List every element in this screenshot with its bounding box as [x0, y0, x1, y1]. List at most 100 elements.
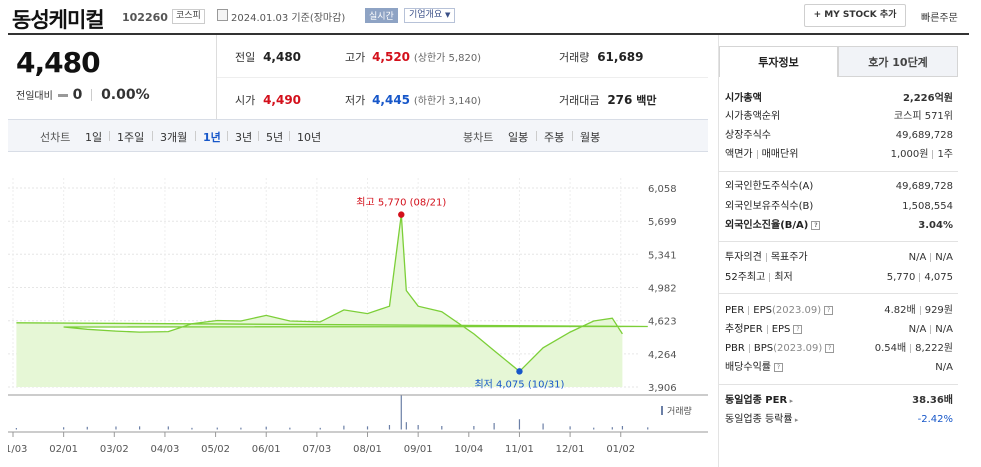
open-price: 시가 4,490	[235, 92, 301, 108]
stock-code: 102260	[122, 11, 168, 24]
volume-label: 거래량	[559, 51, 590, 64]
foreign-ratio-row: 외국인소진율(B/A)? 3.04%	[725, 220, 953, 231]
help-icon[interactable]: ?	[774, 362, 783, 372]
help-icon[interactable]: ?	[811, 220, 821, 230]
high-marker	[398, 211, 405, 218]
x-tick-label: 04/03	[151, 444, 180, 455]
low-label: 저가	[345, 94, 366, 107]
help-icon[interactable]: ?	[825, 343, 835, 353]
x-tick-label: 01/03	[8, 444, 27, 455]
volume-legend: 거래량	[667, 405, 692, 417]
tab-invest-info[interactable]: 투자정보	[719, 46, 838, 77]
quick-order-button[interactable]: 빠른주문	[921, 13, 958, 24]
period-3y[interactable]: 3년	[235, 131, 253, 144]
volume-bar	[493, 423, 495, 430]
volume-bar	[621, 426, 624, 430]
volume-bar	[593, 427, 595, 430]
foreign-limit-row: 외국인한도주식수(A) 49,689,728	[725, 181, 953, 192]
period-5y[interactable]: 5년	[266, 131, 284, 144]
volume-bar	[542, 423, 544, 430]
foreign-hold-row: 외국인보유주식수(B) 1,508,554	[725, 201, 953, 212]
high-label: 고가	[345, 51, 366, 64]
trade-value-value: 276	[607, 93, 633, 107]
tab-order-book[interactable]: 호가 10단계	[838, 46, 958, 77]
x-tick-label: 03/02	[100, 444, 129, 455]
x-tick-label: 07/03	[302, 444, 331, 455]
period-1w[interactable]: 1주일	[117, 131, 145, 144]
prev-close: 전일 4,480	[235, 49, 301, 65]
period-10y[interactable]: 10년	[297, 131, 322, 144]
high-value: 4,520	[372, 50, 411, 64]
volume-bar	[191, 427, 193, 430]
help-icon[interactable]: ?	[824, 305, 834, 315]
est-per-row: 추정PER EPS? N/A N/A	[725, 324, 953, 335]
opinion-row: 투자의견 목표주가 N/A N/A	[725, 252, 953, 263]
open-value: 4,490	[263, 93, 302, 107]
trade-value-label: 거래대금	[559, 94, 600, 107]
y-tick-label: 3,906	[648, 383, 677, 394]
period-3m[interactable]: 3개월	[160, 131, 188, 144]
volume: 거래량 61,689	[559, 49, 644, 65]
volume-bar	[405, 422, 407, 430]
volume-bar	[265, 426, 267, 430]
divider	[216, 35, 217, 119]
market-cap-row: 시가총액 2,226억원	[725, 93, 953, 104]
volume-bar	[167, 426, 169, 430]
volume-value: 61,689	[597, 50, 644, 64]
y-tick-label: 4,982	[648, 284, 677, 295]
lower-limit: (하한가 3,140)	[413, 96, 482, 107]
candle-monthly[interactable]: 월봉	[580, 131, 601, 144]
volume-bar	[139, 426, 141, 430]
trade-value: 거래대금 276 백만	[559, 92, 656, 108]
candle-weekly[interactable]: 주봉	[544, 131, 565, 144]
rank-row: 시가총액순위 코스피 571위	[725, 111, 953, 122]
y-tick-label: 5,699	[648, 217, 677, 228]
week52-row: 52주최고 최저 5,770 4,075	[725, 272, 953, 283]
price-chart[interactable]: 3,906 4,264 4,623 4,982 5,341 5,699 6,058 01/0…	[8, 152, 708, 467]
realtime-button[interactable]: 실시간	[365, 8, 398, 23]
company-info-dropdown[interactable]: 기업개요 ▼	[404, 8, 456, 23]
y-tick-label: 5,341	[648, 250, 677, 261]
y-tick-label: 4,264	[648, 350, 677, 361]
volume-bar	[15, 428, 17, 430]
help-icon[interactable]: ?	[793, 324, 803, 334]
y-tick-label: 6,058	[648, 184, 677, 195]
divider	[8, 33, 969, 35]
volume-bar	[240, 427, 242, 430]
company-info-label: 기업개요	[409, 10, 443, 20]
upper-limit: (상한가 5,820)	[413, 53, 482, 64]
volume-bar	[473, 426, 475, 430]
add-mystock-button[interactable]: + MY STOCK 추가	[804, 4, 906, 27]
trade-value-unit: 백만	[636, 94, 657, 107]
low-marker	[516, 368, 523, 375]
low-price: 저가 4,445 (하한가 3,140)	[345, 92, 481, 108]
sector-per-row: 동일업종 PER ▸ 38.36배	[725, 395, 953, 406]
pbr-row: PBR BPS(2023.09)? 0.54배 8,222원	[725, 343, 953, 354]
price-area	[16, 214, 648, 387]
flat-icon	[57, 93, 68, 97]
par-row: 액면가 매매단위 1,000원 1주	[725, 149, 953, 160]
volume-bar	[400, 395, 402, 430]
volume-bar	[366, 426, 369, 430]
volume-bar	[569, 426, 571, 430]
volume-bar	[343, 425, 345, 430]
prev-close-value: 4,480	[263, 50, 302, 64]
volume-bar	[388, 425, 391, 430]
per-row: PER EPS(2023.09)? 4.82배 929원	[725, 305, 953, 316]
volume-bar	[611, 427, 613, 430]
dividend-row: 배당수익률? N/A	[725, 362, 953, 373]
period-1y[interactable]: 1년	[203, 131, 221, 144]
period-1d[interactable]: 1일	[85, 131, 103, 144]
high-annotation: 최고 5,770 (08/21)	[356, 197, 446, 209]
volume-bar	[115, 426, 117, 430]
invest-info-panel: 투자정보 호가 10단계 시가총액 2,226억원 시가총액순위 코스피 571위 …	[718, 35, 969, 467]
candle-daily[interactable]: 일봉	[508, 131, 529, 144]
x-tick-label: 12/01	[556, 444, 585, 455]
sector-rate-row: 동일업종 등락률 ▸ -2.42%	[725, 414, 953, 425]
change-value: 0	[72, 87, 83, 103]
x-tick-label: 11/01	[505, 444, 534, 455]
volume-bar	[441, 426, 443, 430]
volume-bar	[647, 427, 649, 430]
change-rate: 0.00%	[101, 87, 150, 103]
current-price: 4,480	[16, 46, 101, 79]
